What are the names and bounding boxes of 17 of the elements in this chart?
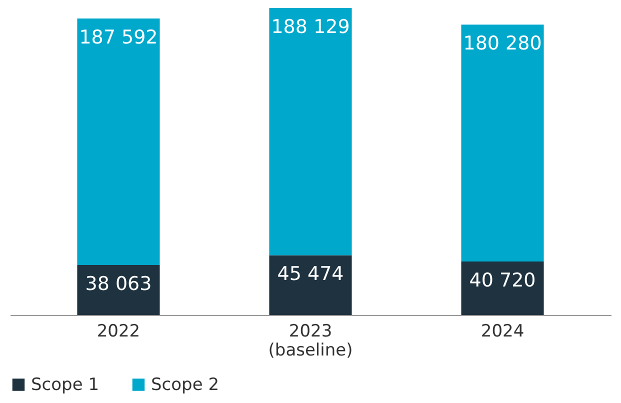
data-label: 40 720 xyxy=(469,269,536,292)
bar xyxy=(269,8,352,256)
x-tick-label: 2023 (baseline) xyxy=(268,322,353,360)
legend-label: Scope 1 xyxy=(31,374,100,395)
x-tick-label: 2022 xyxy=(96,322,140,342)
x-tick-label: 2024 xyxy=(480,322,524,342)
bar xyxy=(77,18,160,265)
data-label: 45 474 xyxy=(277,263,344,286)
data-label: 187 592 xyxy=(79,26,158,48)
bar xyxy=(269,255,352,315)
data-label: 180 280 xyxy=(463,32,542,55)
legend-label: Scope 2 xyxy=(151,374,220,395)
data-label: 38 063 xyxy=(85,272,152,295)
data-label: 188 129 xyxy=(271,16,350,38)
bar xyxy=(461,24,544,262)
bar xyxy=(461,261,544,315)
bar xyxy=(77,264,160,315)
